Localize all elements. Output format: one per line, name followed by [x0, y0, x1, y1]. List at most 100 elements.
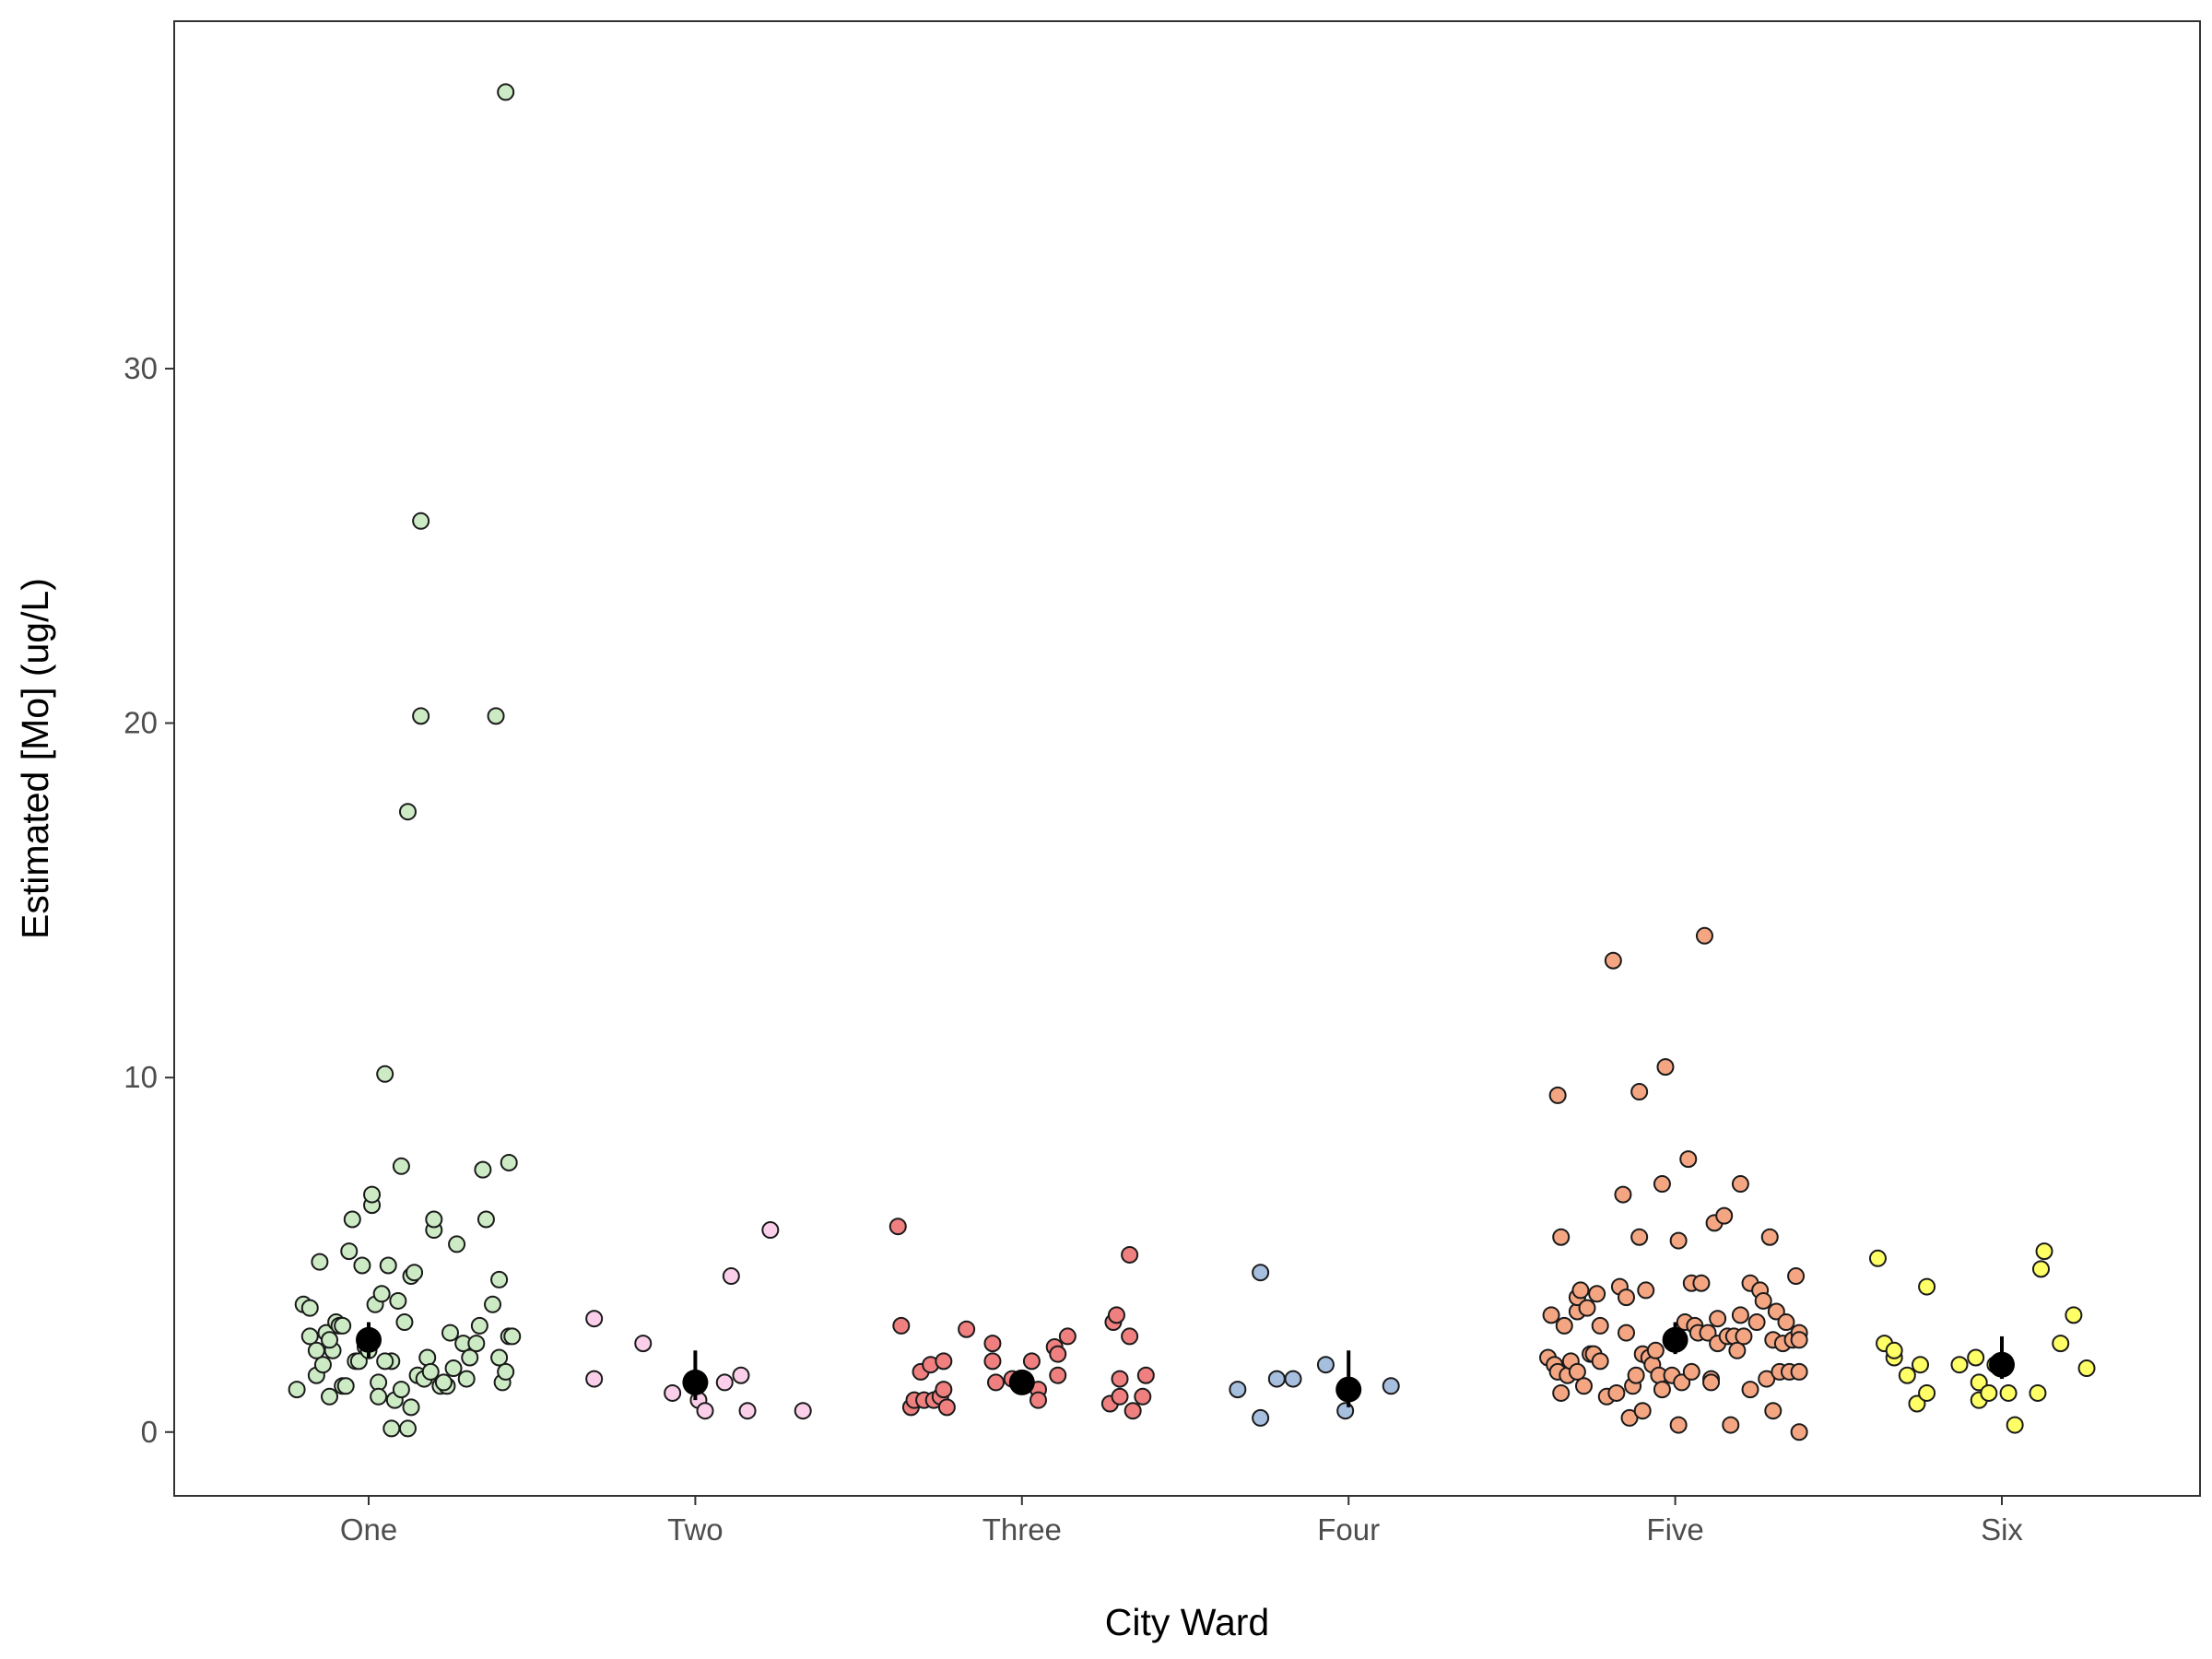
- data-point: [1999, 1383, 2018, 1402]
- x-tick-label: One: [340, 1512, 397, 1547]
- data-point: [1790, 1331, 1808, 1349]
- data-point: [1568, 1362, 1586, 1381]
- data-point: [1747, 1313, 1766, 1332]
- x-tick-label: Two: [667, 1512, 724, 1547]
- data-point: [1679, 1150, 1698, 1169]
- data-point: [738, 1402, 757, 1420]
- data-point: [1316, 1356, 1335, 1374]
- data-point: [1682, 1362, 1700, 1381]
- data-point: [1058, 1327, 1077, 1346]
- data-point: [2029, 1383, 2047, 1402]
- data-point: [1548, 1086, 1567, 1104]
- data-point: [1591, 1352, 1609, 1371]
- data-point: [441, 1324, 459, 1342]
- data-point: [1908, 1394, 1926, 1413]
- series-group-two: [585, 1221, 812, 1420]
- y-tick-label: 0: [141, 1415, 158, 1449]
- data-point: [379, 1256, 397, 1275]
- data-point: [1790, 1423, 1808, 1441]
- data-point: [398, 803, 417, 821]
- data-point: [418, 1348, 437, 1367]
- data-point: [1607, 1383, 1626, 1402]
- data-point: [585, 1310, 604, 1328]
- data-point: [300, 1327, 319, 1346]
- x-tick-label: Five: [1646, 1512, 1703, 1547]
- data-point: [421, 1362, 440, 1381]
- data-point: [1868, 1249, 1887, 1267]
- data-point: [500, 1153, 518, 1171]
- data-point: [1754, 1291, 1772, 1310]
- data-point: [1571, 1281, 1590, 1300]
- data-point: [2065, 1306, 2083, 1324]
- data-point: [343, 1210, 361, 1229]
- data-point: [434, 1373, 453, 1392]
- data-point: [1121, 1327, 1139, 1346]
- data-point: [1653, 1381, 1671, 1399]
- data-point: [1669, 1231, 1688, 1250]
- data-point: [634, 1335, 653, 1353]
- data-point: [1124, 1402, 1142, 1420]
- data-point: [1630, 1083, 1649, 1101]
- data-point: [1731, 1175, 1749, 1194]
- data-point: [1673, 1373, 1691, 1392]
- data-point: [1787, 1267, 1806, 1286]
- data-point: [1758, 1370, 1776, 1388]
- mean-point: [356, 1326, 382, 1353]
- data-point: [1630, 1228, 1649, 1246]
- x-axis: One Two Three Four Five Six: [340, 1496, 2023, 1547]
- data-point: [958, 1320, 976, 1338]
- data-point: [1614, 1185, 1632, 1204]
- y-axis-title: Estimated [Mo] (ug/L): [14, 578, 56, 939]
- data-point: [467, 1335, 486, 1353]
- data-point: [1252, 1408, 1270, 1427]
- data-point: [1555, 1316, 1573, 1335]
- data-point: [1111, 1370, 1129, 1388]
- data-point: [935, 1352, 953, 1371]
- data-point: [1646, 1341, 1665, 1359]
- plot-panel-border: [173, 20, 2201, 1497]
- data-point: [1030, 1391, 1047, 1409]
- data-point: [1898, 1366, 1916, 1384]
- data-point: [1885, 1341, 1903, 1359]
- y-axis: 0 10 20 30: [124, 351, 174, 1449]
- data-point: [470, 1316, 488, 1335]
- series-group-three: [888, 1218, 1155, 1420]
- data-point: [395, 1313, 414, 1332]
- x-axis-title: City Ward: [1105, 1601, 1269, 1643]
- y-tick-label: 30: [124, 351, 158, 385]
- data-point: [696, 1402, 714, 1420]
- data-point: [461, 1348, 479, 1367]
- data-point: [363, 1185, 382, 1204]
- data-point: [1767, 1302, 1785, 1321]
- data-point: [1970, 1373, 1988, 1392]
- data-point: [1790, 1362, 1808, 1381]
- data-point: [1950, 1356, 1969, 1374]
- data-point: [321, 1387, 339, 1406]
- data-point: [937, 1398, 956, 1417]
- data-point: [1336, 1402, 1355, 1420]
- data-point: [1653, 1175, 1671, 1194]
- data-point: [983, 1352, 1002, 1371]
- data-point: [1692, 1274, 1711, 1292]
- data-point: [382, 1419, 401, 1438]
- data-point: [935, 1381, 953, 1399]
- data-point: [376, 1352, 394, 1371]
- data-point: [761, 1221, 780, 1240]
- data-point: [722, 1267, 740, 1286]
- mean-point: [1335, 1376, 1362, 1403]
- series-group-six: [1868, 1242, 2096, 1434]
- data-point: [1252, 1264, 1270, 1282]
- data-point: [1764, 1402, 1783, 1420]
- data-point: [794, 1402, 812, 1420]
- data-point: [340, 1242, 359, 1261]
- data-point: [349, 1352, 368, 1371]
- data-point: [1731, 1306, 1749, 1324]
- data-point: [1918, 1383, 1936, 1402]
- data-point: [888, 1218, 907, 1236]
- data-point: [490, 1270, 509, 1288]
- data-point: [1604, 951, 1622, 970]
- data-point: [1552, 1228, 1571, 1246]
- data-point: [1695, 926, 1713, 945]
